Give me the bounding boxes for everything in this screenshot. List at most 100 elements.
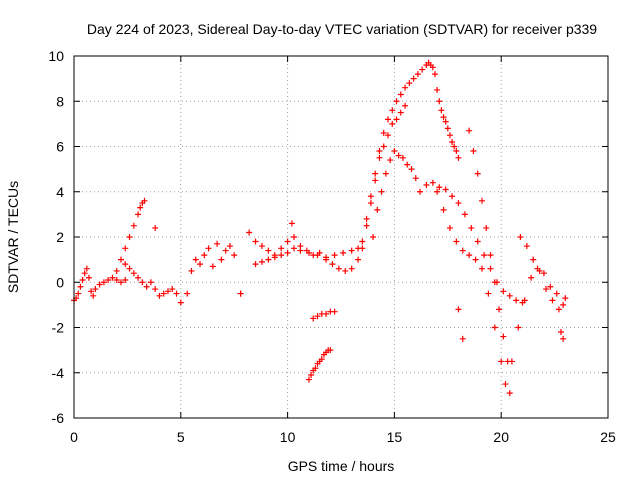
data-point (402, 102, 409, 109)
data-point (218, 256, 225, 263)
data-point (331, 252, 338, 259)
data-point (83, 265, 90, 272)
data-point (310, 315, 317, 322)
data-point (562, 295, 569, 302)
data-point (77, 283, 84, 290)
data-point (214, 240, 221, 247)
data-point (549, 297, 556, 304)
data-point (329, 261, 336, 268)
data-point (323, 310, 330, 317)
data-point (434, 188, 441, 195)
x-tick-labels: 0 5 10 15 20 25 (70, 429, 616, 445)
y-tick-labels: -6 -4 -2 0 2 4 6 8 10 (48, 48, 64, 426)
data-point (164, 288, 171, 295)
data-point (359, 238, 366, 245)
data-point (436, 98, 443, 105)
data-point (414, 71, 421, 78)
data-point (205, 245, 212, 252)
data-point (122, 261, 129, 268)
data-point (222, 247, 229, 254)
data-point (523, 243, 530, 250)
series-peak (423, 59, 462, 161)
data-point (367, 193, 374, 200)
y-tick-label: -4 (52, 365, 65, 381)
data-point (384, 132, 391, 139)
data-point (389, 107, 396, 114)
data-point (156, 292, 163, 299)
data-point (474, 170, 481, 177)
data-point (137, 204, 144, 211)
data-point (412, 175, 419, 182)
data-point (517, 234, 524, 240)
data-point (455, 200, 462, 207)
data-point (502, 381, 509, 388)
data-point (461, 211, 468, 218)
data-point (113, 276, 120, 283)
data-point (423, 181, 430, 188)
data-point (122, 245, 129, 252)
data-point (173, 290, 180, 297)
data-point (500, 333, 507, 340)
series-tail (508, 265, 567, 365)
data-point (487, 252, 494, 259)
data-point (246, 229, 253, 236)
series-ramp1 (113, 197, 148, 274)
chart-title: Day 224 of 2023, Sidereal Day-to-day VTE… (87, 21, 597, 37)
data-point (478, 265, 485, 272)
gridlines (74, 56, 608, 418)
data-point (555, 306, 562, 313)
x-tick-label: 0 (70, 429, 78, 445)
data-point (553, 290, 560, 297)
data-point (382, 170, 389, 177)
data-point (380, 129, 387, 136)
data-point (79, 276, 86, 283)
data-point (449, 138, 456, 145)
data-point (312, 365, 319, 372)
data-point (393, 116, 400, 123)
data-point (348, 265, 355, 272)
y-tick-label: 2 (56, 229, 64, 245)
data-point (231, 252, 238, 259)
x-tick-label: 5 (177, 429, 185, 445)
y-tick-label: 8 (56, 93, 64, 109)
data-point (197, 261, 204, 268)
data-point (560, 335, 567, 342)
series-drop1 (122, 261, 184, 306)
data-point (402, 84, 409, 91)
data-point (291, 245, 298, 252)
data-point (397, 91, 404, 98)
data-point (466, 252, 473, 259)
data-point (184, 290, 191, 297)
data-point (271, 254, 278, 261)
data-point (96, 281, 103, 288)
data-point (419, 66, 426, 73)
data-point (513, 297, 520, 304)
data-point (359, 245, 366, 252)
data-point (81, 270, 88, 277)
data-point (152, 224, 159, 231)
data-point (399, 154, 406, 161)
data-point (498, 358, 505, 365)
data-point (100, 279, 107, 286)
data-point (453, 148, 460, 155)
series-mid3 (252, 245, 362, 268)
data-point (265, 256, 272, 263)
x-tick-label: 10 (280, 429, 296, 445)
data-point (429, 64, 436, 71)
data-point (278, 252, 285, 259)
data-point (348, 247, 355, 254)
y-tick-label: 0 (56, 274, 64, 290)
data-point (444, 125, 451, 132)
data-point (177, 299, 184, 306)
series-neg-low (305, 347, 334, 383)
data-point (453, 238, 460, 245)
data-point (169, 286, 176, 293)
data-point (391, 148, 398, 155)
data-point (305, 249, 312, 256)
data-point (130, 222, 137, 229)
data-point (209, 263, 216, 270)
data-point (459, 247, 466, 254)
data-point (117, 256, 124, 263)
data-point (122, 276, 129, 283)
data-point (483, 224, 490, 231)
